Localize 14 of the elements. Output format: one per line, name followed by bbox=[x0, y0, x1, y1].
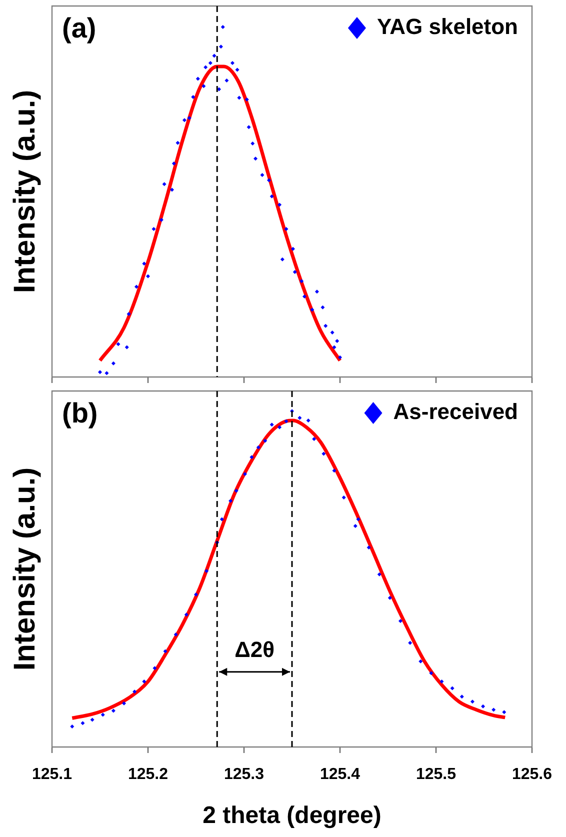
x-axis-title: 2 theta (degree) bbox=[202, 802, 382, 830]
x-tick-label: 125.2 bbox=[128, 766, 168, 784]
x-tick-label: 125.3 bbox=[224, 766, 264, 784]
x-tick-label: 125.5 bbox=[416, 766, 456, 784]
legend-label: As-received bbox=[393, 399, 518, 424]
annotation: Δ2θ bbox=[234, 636, 275, 662]
x-tick-label: 125.4 bbox=[320, 766, 360, 784]
legend-label: YAG skeleton bbox=[376, 14, 518, 40]
x-tick-label: 125.1 bbox=[32, 766, 72, 784]
y-axis-title: Intensity (a.u.) bbox=[8, 467, 42, 671]
chart-title: (a) bbox=[62, 12, 96, 44]
x-tick-label: 125.6 bbox=[512, 766, 552, 784]
y-axis-title: Intensity (a.u.) bbox=[8, 90, 42, 294]
chart-title: (b) bbox=[62, 398, 98, 429]
